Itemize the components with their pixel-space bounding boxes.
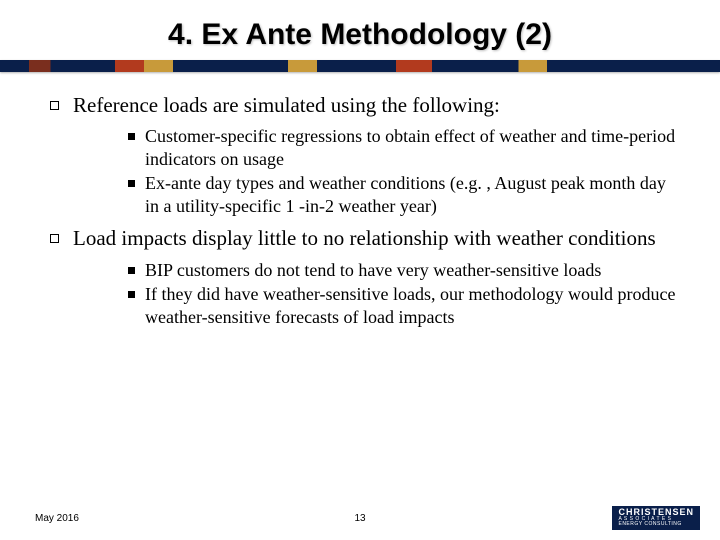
logo-line-3: ENERGY CONSULTING — [618, 522, 694, 527]
sub-bullet-list: Customer-specific regressions to obtain … — [128, 125, 680, 217]
filled-square-bullet-icon — [128, 180, 135, 187]
bullet-item: Load impacts display little to no relati… — [50, 225, 680, 252]
square-bullet-icon — [50, 234, 59, 243]
filled-square-bullet-icon — [128, 291, 135, 298]
filled-square-bullet-icon — [128, 267, 135, 274]
sub-bullet-text: Ex-ante day types and weather conditions… — [145, 172, 680, 217]
square-bullet-icon — [50, 101, 59, 110]
sub-bullet-item: BIP customers do not tend to have very w… — [128, 259, 680, 282]
sub-bullet-text: Customer-specific regressions to obtain … — [145, 125, 680, 170]
title-area: 4. Ex Ante Methodology (2) — [0, 0, 720, 60]
sub-bullet-item: Customer-specific regressions to obtain … — [128, 125, 680, 170]
sub-bullet-text: If they did have weather-sensitive loads… — [145, 283, 680, 328]
bullet-item: Reference loads are simulated using the … — [50, 92, 680, 119]
footer: May 2016 13 CHRISTENSEN A S S O C I A T … — [0, 508, 720, 528]
bullet-text: Load impacts display little to no relati… — [73, 225, 656, 252]
sub-bullet-item: If they did have weather-sensitive loads… — [128, 283, 680, 328]
company-logo: CHRISTENSEN A S S O C I A T E S ENERGY C… — [612, 506, 700, 530]
footer-date: May 2016 — [35, 513, 79, 524]
content-area: Reference loads are simulated using the … — [0, 72, 720, 328]
bullet-text: Reference loads are simulated using the … — [73, 92, 500, 119]
filled-square-bullet-icon — [128, 133, 135, 140]
footer-page-number: 13 — [354, 513, 365, 524]
sub-bullet-item: Ex-ante day types and weather conditions… — [128, 172, 680, 217]
sub-bullet-list: BIP customers do not tend to have very w… — [128, 259, 680, 329]
decorative-stripe — [0, 60, 720, 72]
sub-bullet-text: BIP customers do not tend to have very w… — [145, 259, 601, 282]
slide-title: 4. Ex Ante Methodology (2) — [40, 18, 680, 52]
